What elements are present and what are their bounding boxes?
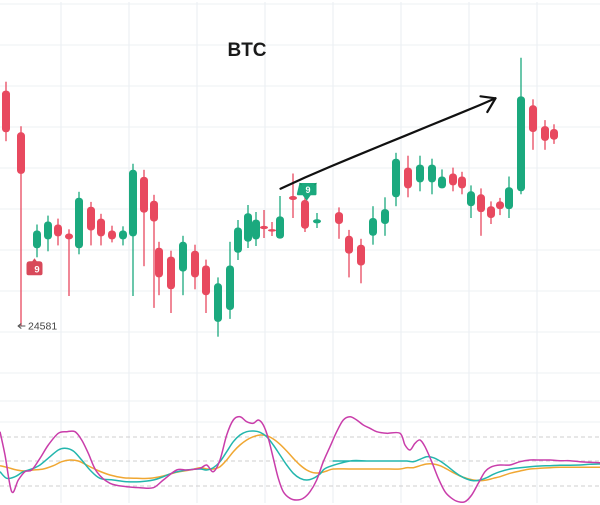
svg-text:BTC: BTC bbox=[227, 40, 266, 61]
svg-text:9: 9 bbox=[34, 265, 39, 276]
svg-text:24581: 24581 bbox=[28, 321, 57, 333]
svg-text:9: 9 bbox=[305, 185, 310, 195]
